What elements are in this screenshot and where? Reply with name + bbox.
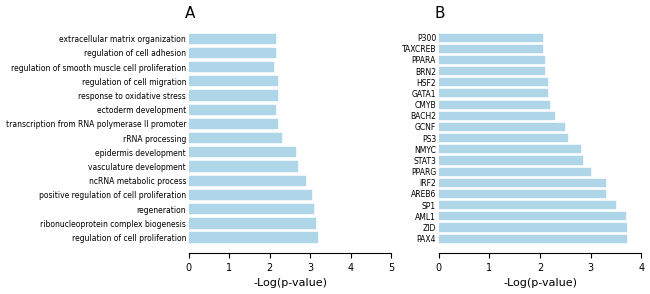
- Bar: [439, 223, 627, 232]
- Bar: [439, 145, 580, 153]
- Bar: [439, 179, 606, 187]
- Bar: [439, 134, 568, 142]
- Bar: [439, 56, 545, 64]
- Bar: [189, 233, 318, 243]
- Text: A: A: [185, 6, 195, 21]
- Bar: [189, 204, 315, 214]
- Bar: [439, 112, 555, 120]
- Bar: [189, 48, 276, 58]
- Bar: [439, 212, 626, 220]
- Bar: [189, 76, 278, 86]
- Bar: [439, 123, 566, 131]
- Bar: [439, 101, 550, 109]
- Bar: [439, 156, 583, 165]
- Bar: [189, 176, 306, 186]
- Bar: [439, 89, 548, 98]
- Bar: [439, 235, 627, 243]
- Bar: [439, 168, 591, 176]
- Bar: [439, 45, 543, 53]
- Bar: [189, 133, 282, 143]
- Bar: [439, 78, 548, 86]
- X-axis label: -Log(p-value): -Log(p-value): [253, 278, 327, 288]
- Bar: [189, 218, 317, 228]
- X-axis label: -Log(p-value): -Log(p-value): [503, 278, 577, 288]
- Bar: [439, 201, 616, 209]
- Bar: [439, 190, 606, 198]
- Bar: [189, 62, 274, 72]
- Bar: [189, 147, 296, 158]
- Bar: [439, 34, 543, 42]
- Text: B: B: [435, 6, 445, 21]
- Bar: [439, 67, 545, 75]
- Bar: [189, 119, 278, 129]
- Bar: [189, 90, 278, 101]
- Bar: [189, 161, 298, 172]
- Bar: [189, 34, 276, 44]
- Bar: [189, 105, 276, 115]
- Bar: [189, 190, 313, 200]
